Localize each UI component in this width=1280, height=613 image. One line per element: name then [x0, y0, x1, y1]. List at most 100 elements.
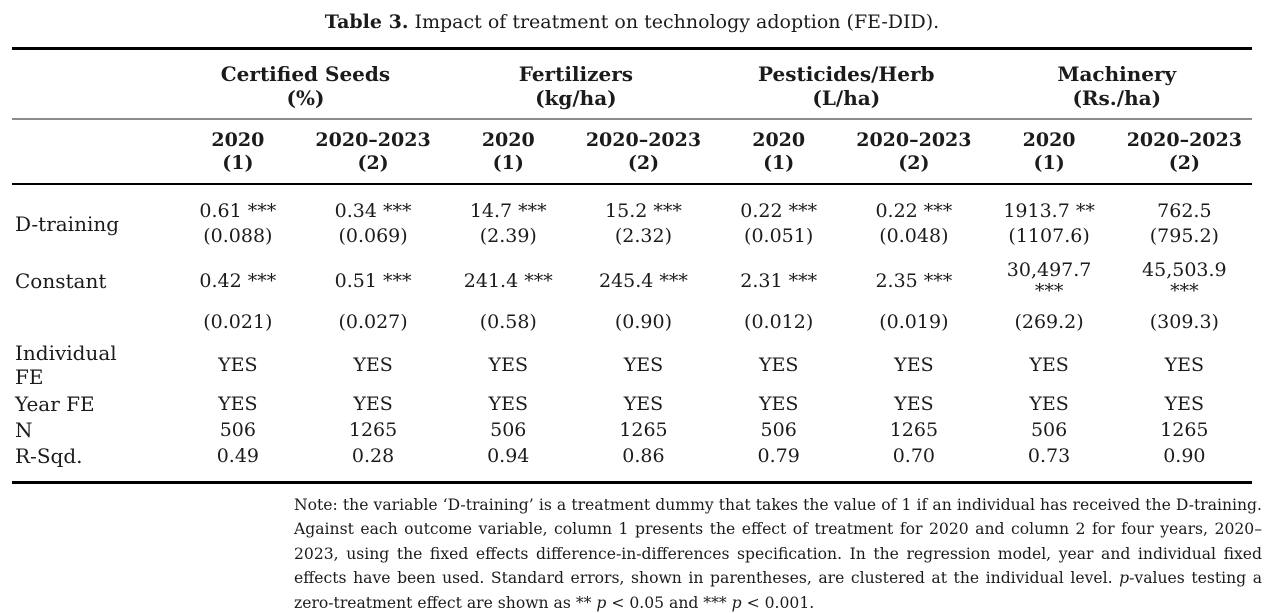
row-d-training: D-training 0.61 *** (0.088) 0.34 *** (0.06…: [12, 184, 1252, 255]
group-header-row: Certified Seeds (%) Fertilizers (kg/ha) …: [12, 48, 1252, 120]
group-name: Machinery: [1057, 62, 1177, 86]
coef-value: 245.4 ***: [598, 269, 688, 292]
value-cell: YES: [1029, 353, 1069, 376]
subcol-period: 2020: [1022, 129, 1076, 151]
subcol-number: (1): [222, 152, 254, 174]
coef-value: 30,497.7 ***: [1006, 259, 1092, 302]
subcol-period: 2020: [211, 129, 265, 151]
se-value: (0.021): [203, 311, 273, 333]
se-value: (269.2): [1014, 311, 1084, 333]
group-name: Certified Seeds: [220, 62, 391, 86]
table-caption: Table 3. Impact of treatment on technolo…: [12, 0, 1252, 34]
value-cell: YES: [894, 392, 934, 415]
value-cell: YES: [353, 392, 393, 415]
value-cell: 0.90: [1163, 444, 1206, 467]
group-name: Pesticides/Herb: [758, 62, 935, 86]
coef-value: 2.31 ***: [740, 269, 818, 292]
table-note: Note: the variable ‘D-training’ is a tre…: [294, 496, 1262, 612]
value-cell: 1265: [1160, 418, 1209, 441]
coef-value: 0.51 ***: [334, 269, 412, 292]
value-cell: YES: [623, 353, 664, 376]
results-table: Certified Seeds (%) Fertilizers (kg/ha) …: [12, 47, 1252, 484]
value-cell: 0.94: [487, 444, 530, 467]
subcol-number: (1): [492, 152, 524, 174]
coef-value: 2.35 ***: [875, 269, 953, 292]
subcol-period: 2020–2023: [585, 129, 702, 151]
group-unit: (%): [286, 86, 325, 110]
value-cell: YES: [758, 392, 799, 415]
value-cell: YES: [1164, 353, 1205, 376]
subcol-number: (2): [898, 152, 930, 174]
subcol-header: 2020–2023 (2): [575, 119, 712, 185]
row-constant-se: (0.021) (0.027) (0.58) (0.90) (0.012) (0…: [12, 302, 1252, 339]
se-value: (0.012): [744, 311, 814, 333]
group-header-machinery: Machinery (Rs./ha): [981, 48, 1252, 120]
subcol-number: (2): [1168, 152, 1200, 174]
se-value: (2.39): [479, 225, 537, 247]
coef-value: 0.22 ***: [875, 200, 953, 222]
row-n: N 506 1265 506 1265 506 1265 506 1265: [12, 417, 1252, 443]
table-caption-text: Impact of treatment on technology adopti…: [408, 11, 940, 33]
subcol-period: 2020–2023: [1126, 129, 1242, 151]
value-cell: YES: [353, 353, 393, 376]
group-header-fertilizers: Fertilizers (kg/ha): [440, 48, 712, 120]
coef-se-cell: 0.22 *** (0.048): [846, 184, 981, 255]
value-cell: YES: [623, 392, 664, 415]
row-r-squared: R-Sqd. 0.49 0.28 0.94 0.86 0.79 0.70 0.7…: [12, 443, 1252, 483]
value-cell: YES: [488, 392, 528, 415]
stub-cell: [12, 48, 171, 120]
coef-value: 15.2 ***: [605, 200, 682, 222]
se-value: (2.32): [614, 225, 673, 247]
subcol-header: 2020–2023 (2): [1116, 119, 1252, 185]
group-header-pesticides: Pesticides/Herb (L/ha): [711, 48, 982, 120]
row-year-fe: Year FE YES YES YES YES YES YES YES YES: [12, 391, 1252, 417]
group-header-certified-seeds: Certified Seeds (%): [170, 48, 441, 120]
se-value: (0.069): [338, 225, 408, 247]
row-label: R-Sqd.: [15, 444, 83, 468]
coef-value: 1913.7 **: [1003, 200, 1095, 222]
subcol-period: 2020: [752, 129, 806, 151]
row-label: D-training: [15, 212, 120, 236]
coef-se-cell: 1913.7 ** (1107.6): [981, 184, 1116, 255]
subcol-header: 2020 (1): [170, 119, 306, 185]
se-value: (0.027): [338, 311, 408, 333]
value-cell: 0.79: [757, 444, 800, 467]
subcol-number: (2): [357, 152, 389, 174]
group-unit: (Rs./ha): [1072, 86, 1162, 110]
row-label: Constant: [15, 269, 107, 293]
coef-value: 241.4 ***: [463, 269, 553, 292]
group-unit: (L/ha): [812, 86, 881, 110]
value-cell: YES: [218, 392, 258, 415]
coef-se-cell: 0.61 *** (0.088): [170, 184, 305, 255]
subcol-header: 2020–2023 (2): [846, 119, 982, 185]
stub-cell: [12, 119, 171, 185]
se-value: (0.58): [479, 311, 537, 333]
se-value: (0.088): [203, 225, 273, 247]
subcol-number: (1): [763, 152, 795, 174]
group-unit: (kg/ha): [535, 86, 617, 110]
coef-value: 0.42 ***: [199, 269, 277, 292]
se-value: (1107.6): [1008, 225, 1090, 247]
table-caption-label: Table 3.: [324, 11, 409, 33]
subcol-header: 2020 (1): [440, 119, 576, 185]
value-cell: YES: [894, 353, 934, 376]
value-cell: YES: [758, 353, 799, 376]
coef-value: 762.5: [1157, 200, 1212, 222]
value-cell: 1265: [619, 418, 668, 441]
value-cell: 1265: [348, 418, 398, 441]
subcol-header: 2020 (1): [711, 119, 847, 185]
value-cell: 0.73: [1027, 444, 1071, 467]
coef-value: 14.7 ***: [469, 200, 547, 222]
row-label-empty: [12, 302, 170, 339]
coef-value: 45,503.9 ***: [1142, 259, 1227, 302]
subcol-number: (1): [1033, 152, 1065, 174]
value-cell: 0.28: [351, 444, 395, 467]
row-individual-fe: Individual FE YES YES YES YES YES YES YE…: [12, 339, 1252, 391]
value-cell: 506: [490, 418, 527, 441]
se-value: (309.3): [1149, 311, 1219, 333]
se-value: (0.051): [744, 225, 814, 247]
value-cell: YES: [218, 353, 258, 376]
value-cell: 1265: [889, 418, 939, 441]
subcol-period: 2020–2023: [856, 129, 972, 151]
subcol-period: 2020–2023: [315, 129, 431, 151]
